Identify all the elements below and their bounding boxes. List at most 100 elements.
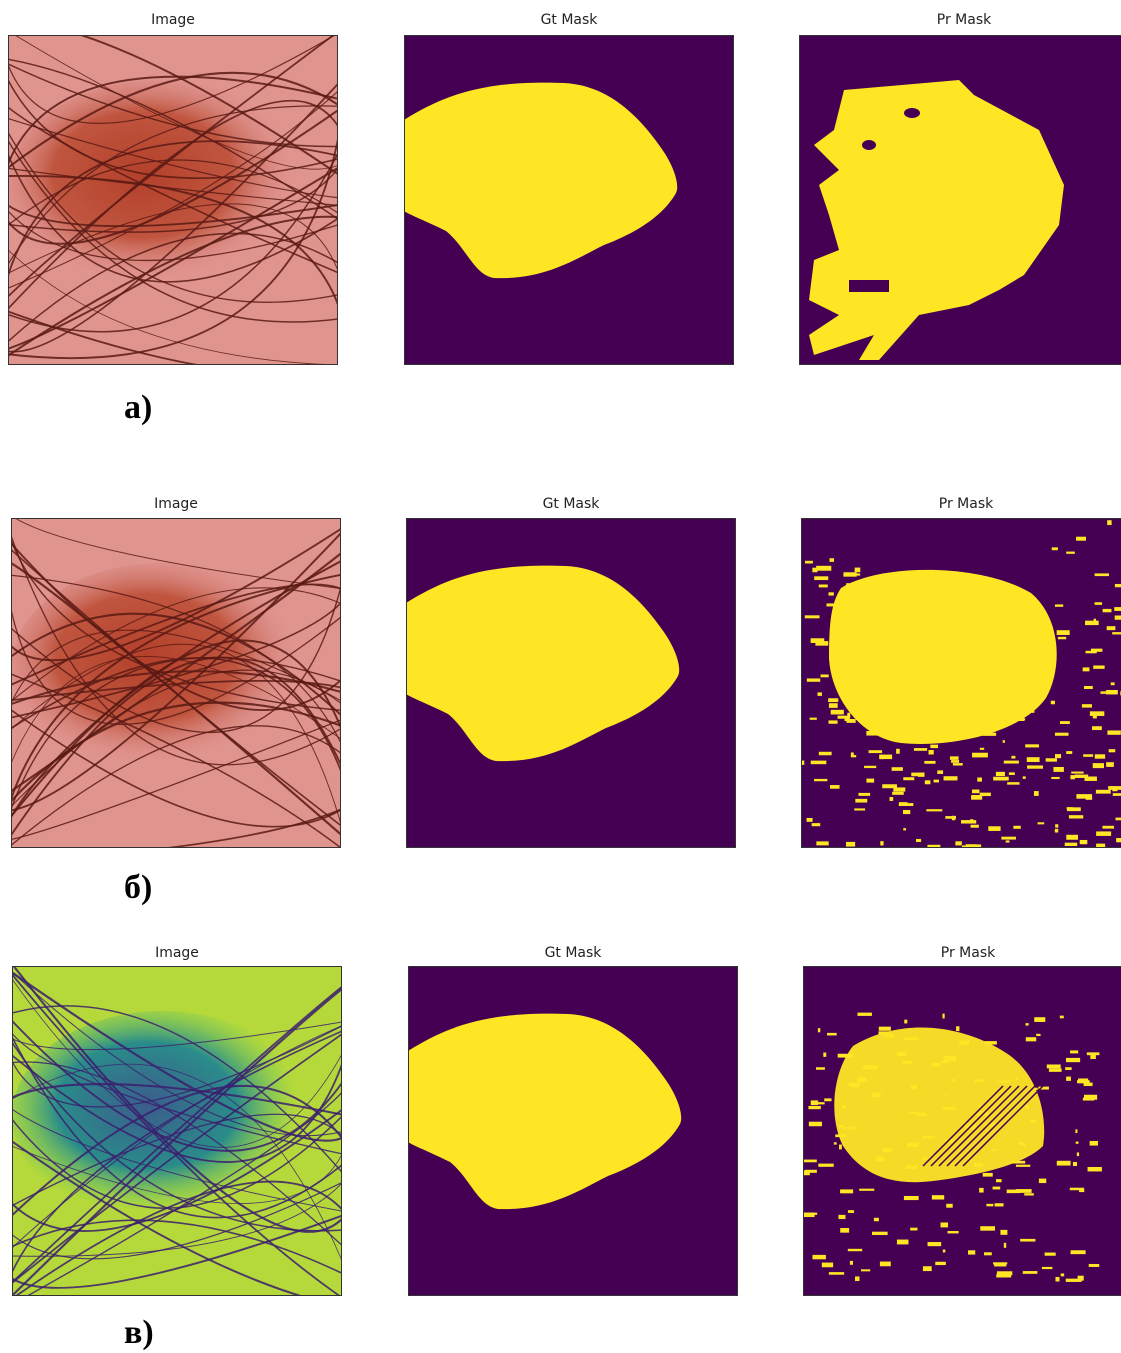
mask-noise: [1069, 815, 1083, 818]
mask-noise: [1066, 552, 1075, 554]
mask-noise: [1057, 1161, 1071, 1166]
mask-noise: [1089, 1264, 1100, 1267]
mask-noise: [884, 704, 895, 709]
mask-noise: [850, 1261, 853, 1265]
mask-noise: [892, 792, 904, 795]
mask-noise: [866, 731, 878, 736]
page: ImageGt MaskPr Maskа)ImageGt MaskPr Mask…: [0, 0, 1121, 1353]
mask-noise: [1112, 632, 1121, 634]
mask-noise: [1039, 1179, 1046, 1184]
mask-noise: [914, 748, 927, 751]
mask-noise: [903, 828, 906, 830]
mask-noise: [943, 1107, 956, 1110]
mask-noise: [1071, 1250, 1086, 1254]
mask-noise: [846, 655, 859, 657]
mask-noise: [1076, 794, 1092, 799]
mask-noise: [1034, 1017, 1045, 1022]
mask-noise: [1038, 822, 1045, 824]
mask-noise: [961, 820, 976, 823]
mask-noise: [1115, 616, 1121, 620]
mask-noise: [1055, 1277, 1059, 1282]
mask-noise: [855, 1276, 859, 1281]
mask-noise: [847, 628, 862, 632]
mask-noise: [973, 844, 981, 847]
mask-noise: [1095, 602, 1102, 605]
mask-noise: [838, 716, 851, 719]
mask-noise: [850, 1083, 860, 1087]
mask-noise: [917, 708, 923, 711]
mask-noise: [960, 728, 975, 733]
mask-noise: [1049, 1068, 1062, 1072]
mask-noise: [889, 1033, 893, 1035]
mask-noise: [1093, 665, 1104, 668]
mask-noise: [925, 780, 931, 784]
mask-noise: [1075, 1129, 1077, 1133]
mask-noise: [861, 1269, 870, 1271]
mask-noise: [1001, 837, 1016, 840]
mask-noise: [1106, 762, 1114, 767]
mask-noise: [831, 710, 844, 715]
mask-noise: [907, 1143, 919, 1147]
mask-noise: [1047, 1064, 1061, 1068]
mask-noise: [1025, 1105, 1029, 1109]
mask-noise: [1070, 775, 1075, 779]
mask-noise: [838, 1054, 854, 1058]
mask-noise: [1113, 793, 1121, 796]
mask-noise: [828, 720, 837, 723]
mask-noise: [932, 1063, 940, 1067]
mask-noise: [1070, 1188, 1084, 1191]
panel-title: Gt Mask: [545, 945, 603, 961]
mask-noise: [1010, 719, 1024, 721]
skin-image: [2, 951, 352, 1310]
mask-noise: [1025, 1023, 1028, 1025]
mask-noise: [883, 1148, 893, 1152]
mask-noise: [928, 1242, 942, 1246]
mask-noise: [816, 841, 828, 845]
mask-noise: [922, 1136, 935, 1139]
mask-noise: [1095, 754, 1105, 758]
mask-noise: [838, 1125, 844, 1127]
mask-noise: [1090, 1141, 1098, 1146]
mask-noise: [1007, 1190, 1020, 1194]
mask-noise: [1023, 776, 1026, 779]
mask-noise: [811, 1100, 818, 1105]
panel-title: Image: [151, 12, 195, 28]
mask-noise: [853, 573, 860, 575]
mask-noise: [932, 1195, 944, 1199]
mask-noise: [951, 760, 959, 763]
mask-noise: [903, 777, 914, 780]
mask-noise: [819, 752, 832, 755]
mask-noise: [976, 721, 979, 724]
mask-noise: [1000, 1230, 1007, 1235]
mask-noise: [1096, 831, 1111, 836]
mask-noise: [1109, 749, 1116, 752]
mask-noise: [1114, 607, 1121, 611]
mask-noise: [1016, 1165, 1030, 1167]
row-label: в): [124, 1314, 154, 1351]
mask-noise: [829, 1272, 844, 1275]
mask-noise: [874, 1218, 879, 1221]
mask-noise: [857, 1013, 871, 1016]
mask-noise: [1077, 1152, 1079, 1156]
mask-noise: [1067, 807, 1081, 811]
mask-noise: [950, 756, 959, 760]
mask-noise: [823, 1053, 826, 1057]
mask-noise: [922, 1157, 927, 1160]
mask-noise: [829, 592, 834, 595]
panel-title: Gt Mask: [543, 496, 601, 512]
mask-noise: [1093, 763, 1104, 768]
mask-noise: [840, 1189, 853, 1193]
mask-noise: [974, 1079, 983, 1082]
mask-noise: [937, 770, 943, 774]
mask-noise: [894, 699, 900, 702]
mask-noise: [979, 1188, 983, 1193]
mask-noise: [996, 772, 1005, 776]
mask-noise: [1094, 619, 1096, 621]
mask-noise: [1036, 1034, 1040, 1036]
mask-noise: [1073, 1162, 1077, 1166]
mask-noise: [1078, 1276, 1084, 1281]
mask-noise: [805, 615, 820, 618]
mask-noise: [1016, 1077, 1019, 1080]
mask-noise: [1093, 716, 1097, 719]
mask-noise: [1096, 790, 1111, 794]
